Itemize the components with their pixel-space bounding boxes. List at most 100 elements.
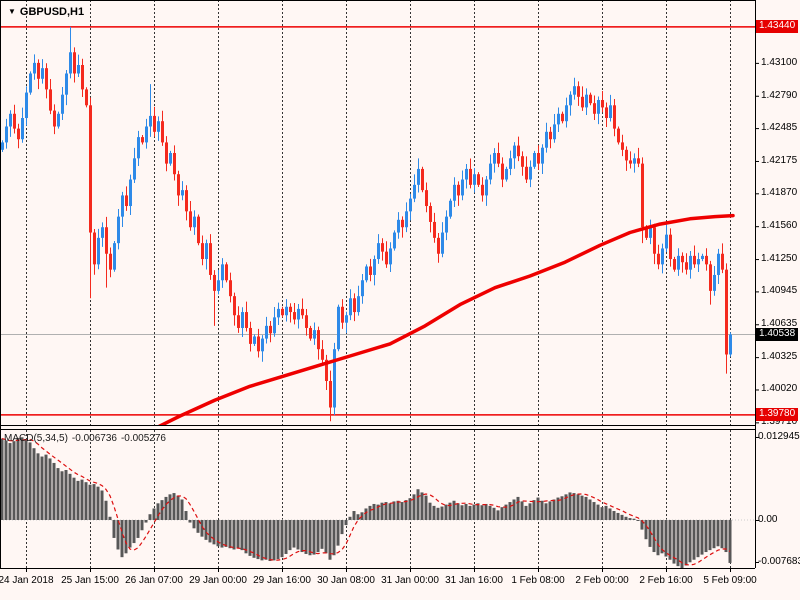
price-tick-label: 1.43100 (761, 56, 798, 68)
candle-body (537, 153, 540, 164)
candle-body (641, 163, 644, 228)
candle-body (629, 160, 632, 164)
macd-histogram-bar (100, 490, 104, 520)
price-tick-label: 1.42175 (761, 154, 798, 166)
macd-histogram-bar (524, 505, 528, 520)
candle-body (77, 65, 80, 74)
price-axis[interactable]: 1.434101.431001.427901.424851.421751.418… (755, 0, 800, 568)
candle-body (593, 103, 596, 114)
candle-body (125, 195, 128, 207)
macd-histogram-bar (132, 519, 136, 544)
macd-histogram-bar (60, 471, 64, 520)
macd-histogram-bar (672, 519, 676, 564)
macd-histogram-bar (368, 505, 372, 520)
macd-histogram-bar (636, 519, 640, 521)
symbol-dropdown-icon[interactable]: ▼ (8, 7, 16, 16)
macd-histogram-bar (324, 519, 328, 554)
candle-body (565, 105, 568, 122)
candle-body (549, 131, 552, 140)
candle-body (529, 166, 532, 180)
price-tick-label: 1.42485 (761, 122, 798, 134)
macd-histogram-bar (508, 502, 512, 520)
macd-histogram-bar (452, 500, 456, 520)
time-axis-label: 29 Jan 00:00 (189, 575, 247, 586)
candle-body (405, 211, 408, 228)
macd-histogram-bar (244, 519, 248, 554)
candle-body (309, 327, 312, 339)
candle-body (381, 243, 384, 252)
macd-histogram-bar (540, 500, 544, 520)
macd-histogram-bar (228, 519, 232, 549)
macd-histogram-bar (648, 519, 652, 547)
macd-histogram-bar (152, 508, 156, 520)
time-axis-label: 2 Feb 00:00 (575, 575, 629, 586)
macd-histogram-bar (0, 438, 4, 520)
macd-histogram-bar (8, 443, 12, 520)
macd-histogram-bar (712, 519, 716, 549)
candle-body (541, 147, 544, 164)
candle-body (461, 179, 464, 196)
candle-body (361, 280, 364, 297)
price-tick-label: 1.42790 (761, 89, 798, 101)
candle-body (349, 298, 352, 316)
macd-histogram-bar (156, 503, 160, 520)
macd-histogram-bar (16, 437, 20, 520)
candle-body (577, 86, 580, 97)
macd-tick-label: -0.007683 (758, 556, 800, 567)
candle-body (225, 264, 228, 281)
candle-body (293, 312, 296, 320)
macd-histogram-bar (84, 482, 88, 520)
macd-histogram-bar (336, 519, 340, 546)
candle-body (205, 243, 208, 260)
candle-body (13, 113, 16, 129)
candle-body (269, 325, 272, 334)
macd-histogram-bar (504, 504, 508, 520)
candle-body (173, 153, 176, 175)
price-tick-label: 1.41870 (761, 187, 798, 199)
macd-histogram-bar (392, 501, 396, 520)
candle-body (401, 219, 404, 228)
candle-body (485, 179, 488, 196)
macd-histogram-bar (716, 519, 720, 547)
macd-histogram-bar (404, 500, 408, 520)
macd-histogram-bar (436, 507, 440, 520)
macd-histogram-bar (384, 502, 388, 520)
candle-body (193, 216, 196, 228)
candle-body (413, 184, 416, 199)
candle-body (33, 62, 36, 74)
macd-histogram-bar (68, 473, 72, 520)
macd-histogram-bar (656, 519, 660, 556)
macd-histogram-bar (288, 519, 292, 551)
macd-histogram-bar (4, 440, 8, 520)
macd-histogram-bar (696, 519, 700, 558)
candle-body (409, 198, 412, 212)
macd-histogram-bar (108, 516, 112, 520)
moving-average-line (157, 213, 735, 425)
candle-body (505, 168, 508, 180)
candle-body (177, 174, 180, 196)
macd-histogram-bar (64, 469, 68, 520)
time-axis[interactable]: 24 Jan 2018 25 Jan 15:00 26 Jan 07:00 29 Ja… (0, 568, 757, 600)
candle-body (57, 113, 60, 127)
candle-body (145, 126, 148, 143)
macd-histogram-bar (144, 519, 148, 523)
candle-body (589, 94, 592, 104)
macd-histogram-bar (724, 519, 728, 553)
time-axis-label: 30 Jan 08:00 (317, 575, 375, 586)
current-price-box: 1.40538 (756, 328, 799, 342)
macd-histogram-bar (464, 503, 468, 520)
candle-body (645, 227, 648, 238)
candle-body (421, 168, 424, 191)
candle-body (437, 237, 440, 254)
candle-body (481, 184, 484, 196)
macd-histogram-bar (28, 442, 32, 520)
candle-body (329, 380, 332, 408)
time-axis-label: 1 Feb 08:00 (511, 575, 565, 586)
macd-histogram-bar (48, 458, 52, 520)
macd-histogram-bar (92, 484, 96, 520)
candle-body (617, 128, 620, 143)
macd-histogram-bar (252, 519, 256, 558)
candle-body (133, 158, 136, 180)
price-tick-label: 1.41250 (761, 253, 798, 265)
